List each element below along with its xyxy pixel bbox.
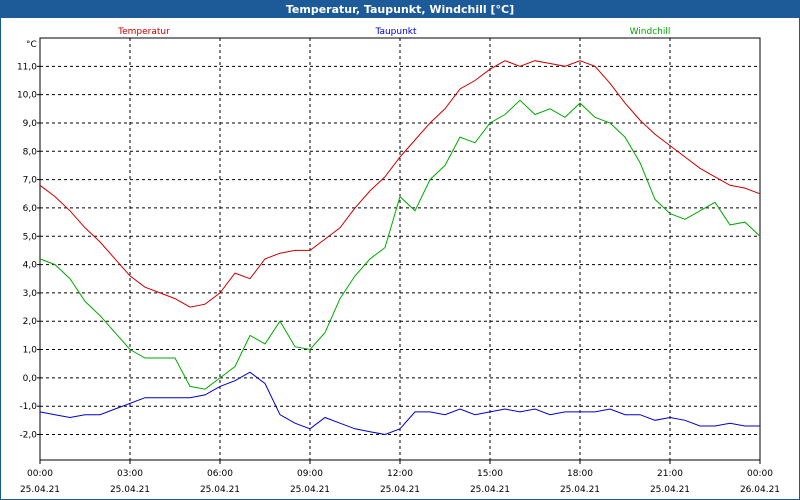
x-tick-time-label: 21:00 bbox=[657, 469, 683, 479]
y-tick-label: 8,0 bbox=[23, 147, 38, 157]
x-tick-date-label: 25.04.21 bbox=[650, 485, 690, 495]
y-tick-label: 4,0 bbox=[23, 261, 38, 271]
x-tick-time-label: 15:00 bbox=[477, 469, 503, 479]
y-tick-label: -1,0 bbox=[19, 402, 37, 412]
legend-entry-temperatur: Temperatur bbox=[117, 27, 170, 37]
x-tick-date-label: 25.04.21 bbox=[560, 485, 600, 495]
y-tick-label: 10,0 bbox=[17, 91, 37, 101]
y-tick-label: 7,0 bbox=[23, 176, 38, 186]
x-tick-date-label: 25.04.21 bbox=[470, 485, 510, 495]
series-line-windchill bbox=[39, 99, 761, 390]
y-tick-label: 11,0 bbox=[17, 62, 37, 72]
legend-entry-windchill: Windchill bbox=[630, 27, 671, 37]
x-tick-date-label: 26.04.21 bbox=[740, 485, 780, 495]
x-tick-date-label: 25.04.21 bbox=[20, 485, 60, 495]
x-tick-time-label: 09:00 bbox=[297, 469, 323, 479]
legend-entry-taupunkt: Taupunkt bbox=[374, 27, 417, 37]
x-tick-time-label: 03:00 bbox=[117, 469, 143, 479]
y-tick-label: 3,0 bbox=[23, 289, 38, 299]
x-tick-date-label: 25.04.21 bbox=[290, 485, 330, 495]
x-tick-date-label: 25.04.21 bbox=[380, 485, 420, 495]
x-tick-time-label: 12:00 bbox=[387, 469, 413, 479]
x-tick-time-label: 00:00 bbox=[747, 469, 773, 479]
series-line-temperatur bbox=[39, 60, 761, 308]
x-tick-date-label: 25.04.21 bbox=[200, 485, 240, 495]
y-tick-label: 1,0 bbox=[23, 346, 38, 356]
y-axis-unit-label: °C bbox=[26, 40, 37, 50]
y-tick-label: 9,0 bbox=[23, 119, 38, 129]
x-tick-time-label: 18:00 bbox=[567, 469, 593, 479]
chart-title: Temperatur, Taupunkt, Windchill [°C] bbox=[1, 1, 799, 18]
x-tick-time-label: 06:00 bbox=[207, 469, 233, 479]
series-line-taupunkt bbox=[39, 371, 760, 436]
x-tick-date-label: 25.04.21 bbox=[110, 485, 150, 495]
plot-area bbox=[39, 37, 761, 461]
x-tick-time-label: 00:00 bbox=[27, 469, 53, 479]
y-tick-label: 6,0 bbox=[23, 204, 38, 214]
y-tick-label: 5,0 bbox=[23, 232, 38, 242]
y-tick-label: -2,0 bbox=[19, 431, 37, 441]
y-tick-label: 2,0 bbox=[23, 317, 38, 327]
y-tick-label: 0,0 bbox=[23, 374, 38, 384]
